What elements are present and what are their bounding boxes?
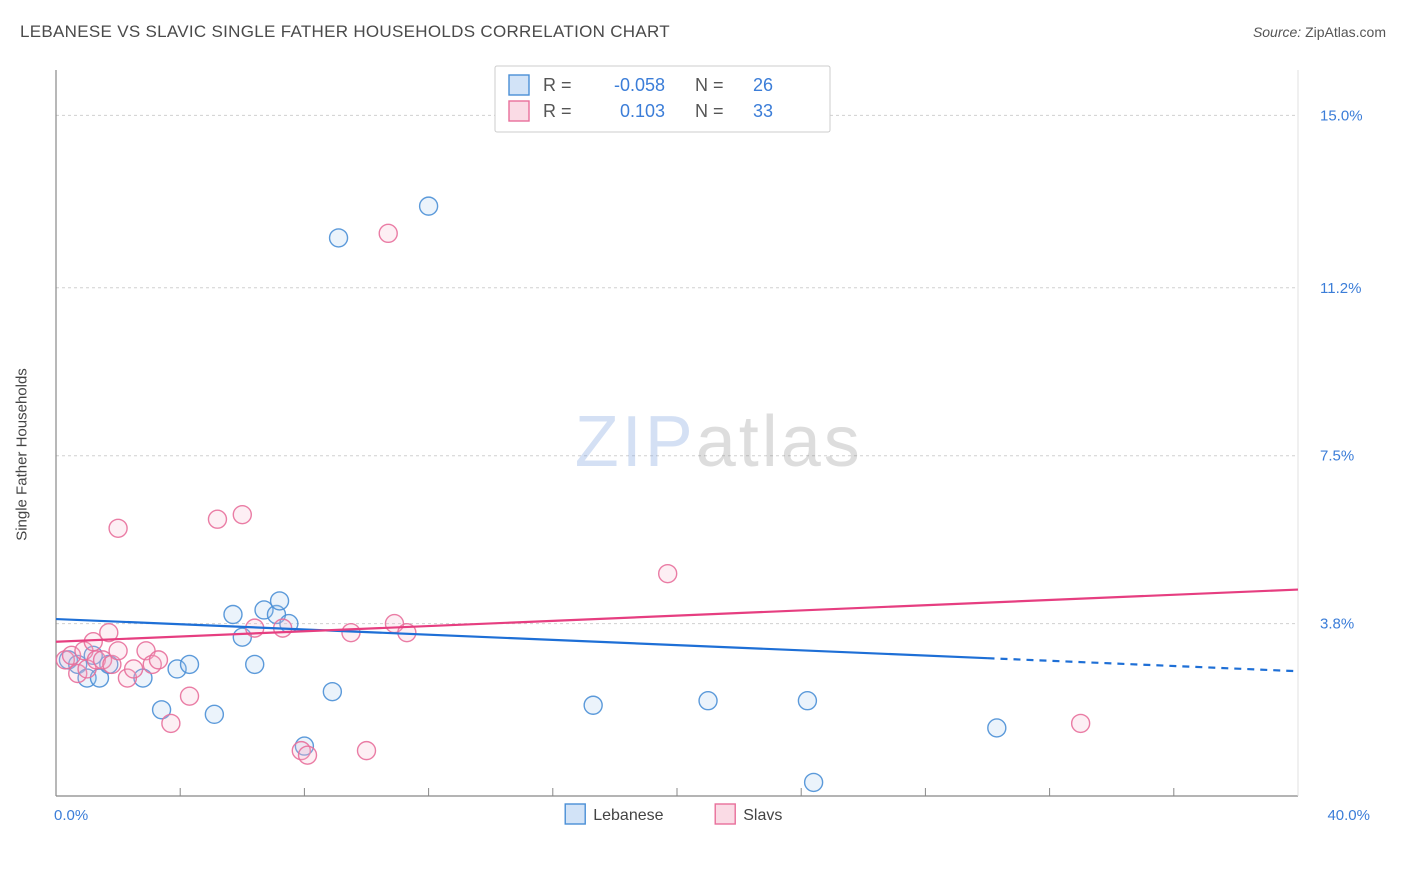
source-label: Source: [1253, 24, 1305, 40]
y-tick-label: 7.5% [1320, 448, 1354, 465]
slavs-point [233, 506, 251, 524]
slavs-point [379, 224, 397, 242]
y-tick-label: 15.0% [1320, 107, 1363, 124]
slavs-point [109, 519, 127, 537]
legend-R-label: R = [543, 75, 572, 95]
lebanese-point [805, 773, 823, 791]
legend-swatch [715, 804, 735, 824]
legend-R-value: -0.058 [614, 75, 665, 95]
legend-series-label: Lebanese [593, 807, 663, 824]
scatter-plot: 3.8% 7.5% 11.2% 15.0% R = -0.058 N = 26 R = 0.103… [50, 60, 1376, 832]
legend-N-label: N = [695, 101, 724, 121]
legend-N-value: 26 [753, 75, 773, 95]
lebanese-trendline-solid [56, 619, 988, 658]
slavs-point [162, 714, 180, 732]
slavs-point [181, 687, 199, 705]
lebanese-point [798, 692, 816, 710]
y-tick-label: 11.2% [1320, 280, 1361, 297]
slavs-point [299, 746, 317, 764]
source-attribution: Source: ZipAtlas.com [1253, 24, 1386, 40]
lebanese-point [205, 705, 223, 723]
lebanese-point [330, 229, 348, 247]
slavs-point [149, 651, 167, 669]
slavs-point [208, 510, 226, 528]
x-min-label: 0.0% [54, 807, 88, 824]
lebanese-point [420, 197, 438, 215]
x-max-label: 40.0% [1327, 807, 1370, 824]
legend-series-label: Slavs [743, 807, 782, 824]
legend-R-label: R = [543, 101, 572, 121]
legend-swatch [509, 75, 529, 95]
legend-R-value: 0.103 [620, 101, 665, 121]
lebanese-point [181, 655, 199, 673]
legend-swatch [509, 101, 529, 121]
chart-area: 3.8% 7.5% 11.2% 15.0% R = -0.058 N = 26 R = 0.103… [50, 60, 1376, 832]
lebanese-point [584, 696, 602, 714]
slavs-point [125, 660, 143, 678]
lebanese-point [271, 592, 289, 610]
lebanese-point [323, 683, 341, 701]
lebanese-trendline-dashed [988, 658, 1299, 671]
slavs-point [659, 565, 677, 583]
chart-title: LEBANESE VS SLAVIC SINGLE FATHER HOUSEHO… [20, 22, 670, 42]
source-site: ZipAtlas.com [1305, 24, 1386, 40]
slavs-point [1072, 714, 1090, 732]
stats-legend: R = -0.058 N = 26 R = 0.103 N = 33 [495, 66, 830, 132]
lebanese-point [699, 692, 717, 710]
legend-N-value: 33 [753, 101, 773, 121]
legend-N-label: N = [695, 75, 724, 95]
y-axis-label: Single Father Households [14, 368, 31, 541]
legend-swatch [565, 804, 585, 824]
lebanese-point [224, 606, 242, 624]
lebanese-point [988, 719, 1006, 737]
lebanese-point [246, 655, 264, 673]
y-tick-label: 3.8% [1320, 616, 1354, 633]
slavs-point [358, 742, 376, 760]
slavs-point [109, 642, 127, 660]
series-legend: Lebanese Slavs [565, 804, 782, 824]
